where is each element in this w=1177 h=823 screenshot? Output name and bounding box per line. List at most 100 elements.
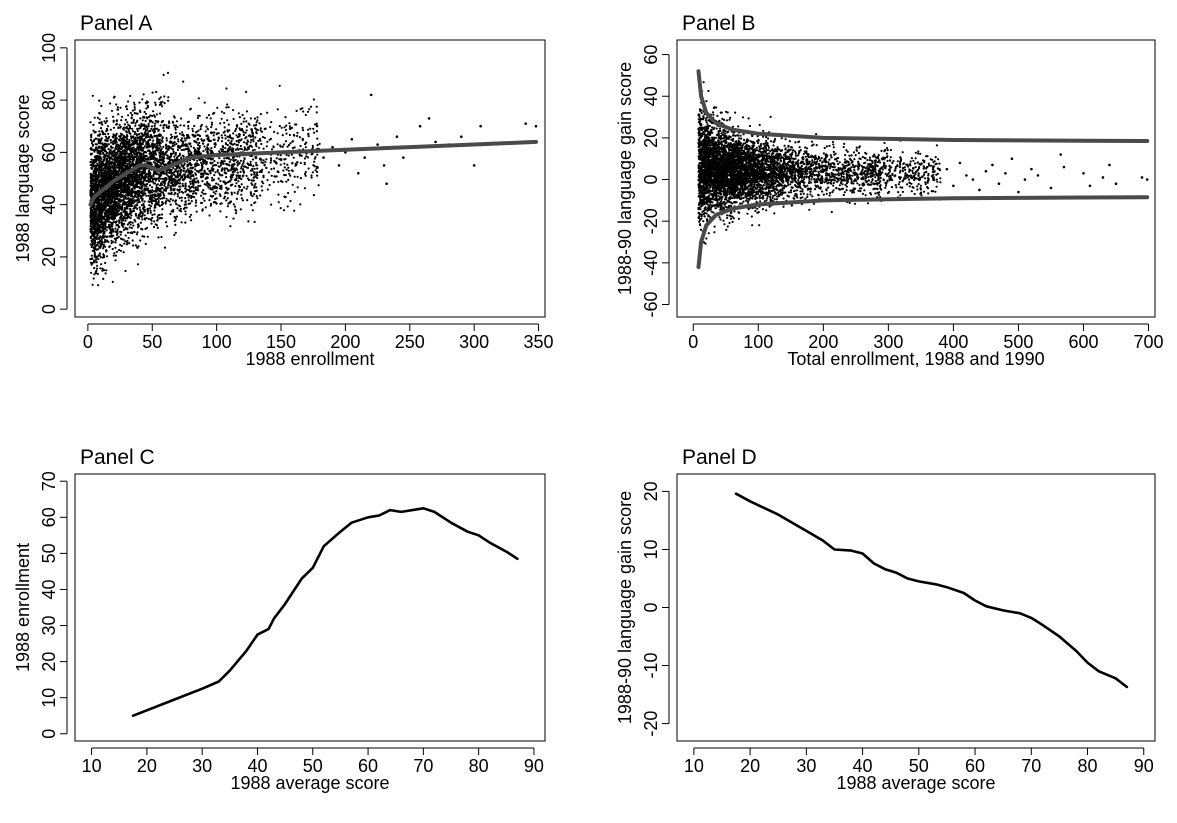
scatter-point — [277, 201, 280, 204]
scatter-point — [274, 175, 277, 178]
scatter-point — [119, 193, 122, 196]
scatter-point — [276, 143, 279, 146]
scatter-point — [202, 192, 205, 195]
scatter-point — [255, 171, 258, 174]
scatter-point — [190, 196, 193, 200]
scatter-point — [153, 209, 156, 212]
scatter-point — [127, 182, 130, 185]
scatter-point — [128, 242, 131, 245]
scatter-point — [166, 186, 169, 189]
scatter-point — [106, 235, 109, 238]
scatter-point — [237, 148, 240, 151]
scatter-point — [223, 197, 226, 200]
x-tick-label: 100 — [202, 332, 232, 352]
scatter-point — [112, 133, 115, 136]
scatter-point — [239, 144, 242, 148]
scatter-point — [148, 191, 152, 194]
scatter-point — [94, 201, 97, 204]
scatter-point — [161, 208, 164, 211]
scatter-point — [130, 154, 134, 157]
scatter-point — [145, 217, 148, 220]
scatter-point — [255, 132, 258, 135]
scatter-point — [124, 240, 127, 243]
scatter-point — [119, 125, 122, 128]
scatter-point — [102, 253, 105, 256]
scatter-point — [262, 174, 265, 177]
scatter-point — [142, 202, 145, 205]
x-tick-label: 250 — [395, 332, 425, 352]
scatter-point — [290, 153, 293, 156]
scatter-point — [195, 162, 198, 165]
scatter-point — [291, 140, 294, 143]
scatter-point — [124, 187, 127, 190]
scatter-point — [105, 218, 108, 221]
scatter-point — [113, 154, 116, 157]
scatter-point — [89, 185, 92, 188]
scatter-point — [219, 179, 222, 183]
scatter-point — [127, 236, 130, 240]
scatter-point — [96, 205, 99, 208]
scatter-point — [89, 225, 92, 228]
scatter-point — [187, 199, 190, 202]
scatter-point — [141, 173, 144, 176]
scatter-point — [195, 177, 198, 180]
scatter-point — [235, 177, 238, 180]
scatter-point — [118, 248, 121, 252]
scatter-point — [155, 139, 159, 142]
scatter-point — [144, 119, 147, 123]
scatter-point — [98, 231, 101, 234]
scatter-point — [119, 185, 122, 189]
scatter-point — [95, 137, 98, 140]
scatter-point — [281, 134, 284, 137]
scatter-point — [253, 148, 256, 151]
scatter-point — [114, 254, 118, 257]
scatter-point — [240, 165, 243, 168]
scatter-point — [128, 200, 131, 203]
scatter-point — [238, 133, 241, 136]
scatter-point — [182, 155, 185, 158]
scatter-point — [120, 195, 124, 198]
scatter-point — [127, 155, 130, 158]
scatter-point — [121, 203, 125, 206]
scatter-point — [101, 269, 104, 272]
scatter-point — [145, 226, 148, 229]
scatter-point — [190, 152, 193, 155]
scatter-point — [194, 201, 198, 204]
scatter-point — [212, 194, 215, 198]
scatter-point — [237, 180, 240, 183]
scatter-point — [138, 151, 141, 154]
scatter-point — [213, 164, 216, 167]
scatter-point — [104, 172, 107, 175]
scatter-point — [232, 168, 235, 171]
scatter-point — [281, 145, 284, 148]
scatter-point — [222, 180, 225, 183]
scatter-point — [220, 134, 223, 137]
scatter-point — [163, 181, 166, 185]
scatter-point — [107, 137, 110, 140]
scatter-point — [91, 234, 94, 237]
scatter-point — [173, 137, 176, 140]
scatter-point — [170, 133, 173, 136]
scatter-point — [174, 191, 177, 195]
scatter-point — [201, 165, 204, 168]
scatter-point — [130, 148, 133, 151]
scatter-point — [200, 161, 203, 164]
scatter-point — [156, 226, 159, 229]
scatter-point — [182, 148, 185, 151]
scatter-point — [138, 217, 141, 220]
scatter-point — [105, 137, 108, 140]
scatter-point — [230, 137, 233, 140]
scatter-point — [151, 91, 154, 94]
scatter-point — [108, 153, 111, 156]
scatter-point — [100, 147, 104, 150]
scatter-point — [171, 183, 174, 186]
scatter-point — [171, 210, 175, 213]
scatter-point — [272, 167, 276, 170]
scatter-point — [269, 157, 273, 160]
scatter-point — [251, 195, 254, 198]
scatter-point — [128, 160, 131, 163]
scatter-point — [186, 165, 189, 168]
scatter-point — [180, 168, 183, 171]
scatter-point — [138, 200, 141, 204]
scatter-point — [179, 117, 183, 120]
